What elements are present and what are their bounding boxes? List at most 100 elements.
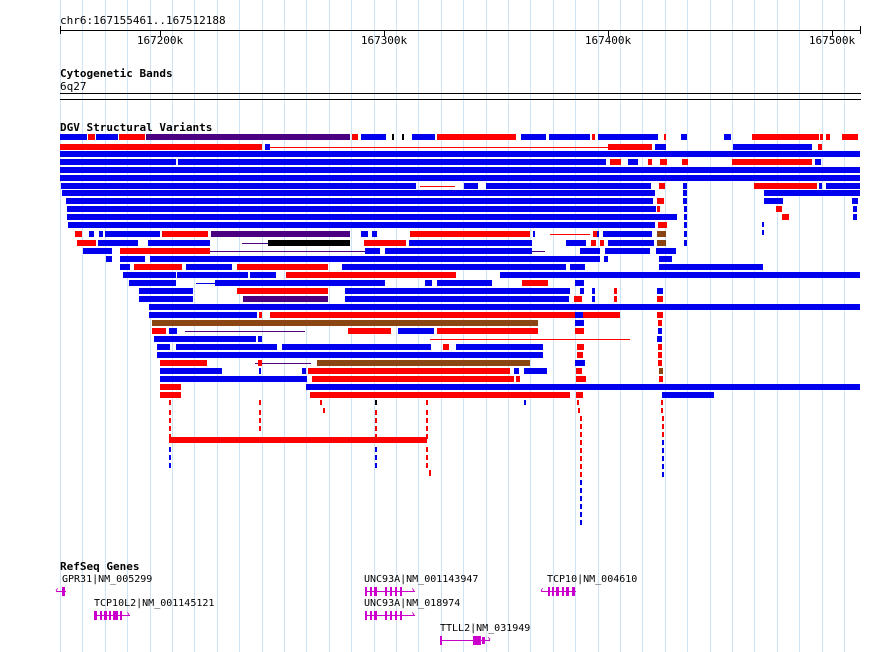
dgv-variant[interactable] (237, 288, 328, 294)
dgv-variant[interactable] (549, 134, 590, 140)
dgv-variant[interactable] (597, 231, 599, 237)
dgv-variant[interactable] (60, 167, 860, 173)
dgv-variant[interactable] (437, 328, 538, 334)
dgv-variant[interactable] (818, 144, 822, 150)
dgv-variant[interactable] (662, 464, 664, 469)
dgv-variant[interactable] (464, 183, 478, 189)
dgv-variant[interactable] (580, 488, 582, 493)
dgv-variant[interactable] (603, 231, 652, 237)
dgv-variant[interactable] (375, 463, 377, 468)
dgv-variant[interactable] (580, 248, 600, 254)
dgv-variant[interactable] (160, 392, 181, 398)
dgv-variant[interactable] (149, 304, 860, 310)
dgv-variant[interactable] (375, 426, 377, 431)
dgv-variant[interactable] (426, 455, 428, 460)
dgv-variant[interactable] (149, 312, 257, 318)
dgv-variant[interactable] (426, 400, 428, 405)
dgv-variant[interactable] (577, 352, 583, 358)
dgv-variant[interactable] (524, 368, 547, 374)
dgv-variant[interactable] (160, 376, 307, 382)
dgv-variant[interactable] (348, 328, 391, 334)
dgv-variant[interactable] (352, 134, 358, 140)
dgv-variant[interactable] (134, 264, 182, 270)
dgv-variant[interactable] (662, 424, 664, 429)
dgv-variant[interactable] (120, 248, 210, 254)
dgv-variant[interactable] (580, 424, 582, 429)
dgv-variant[interactable] (628, 159, 638, 165)
dgv-variant[interactable] (169, 328, 177, 334)
dgv-variant[interactable] (60, 144, 262, 150)
dgv-variant[interactable] (67, 206, 656, 212)
dgv-variant[interactable] (250, 272, 276, 278)
dgv-variant[interactable] (425, 280, 432, 286)
dgv-variant[interactable] (123, 272, 176, 278)
dgv-variant[interactable] (375, 447, 377, 452)
dgv-variant[interactable] (361, 231, 368, 237)
dgv-variant[interactable] (662, 472, 664, 477)
dgv-variant[interactable] (662, 416, 664, 421)
dgv-variant[interactable] (259, 312, 262, 318)
dgv-variant[interactable] (658, 344, 662, 350)
dgv-variant[interactable] (764, 198, 783, 204)
dgv-variant[interactable] (853, 206, 857, 212)
dgv-variant[interactable] (177, 272, 248, 278)
dgv-variant[interactable] (83, 248, 112, 254)
dgv-variant[interactable] (657, 288, 663, 294)
gene-label-unc93a-2[interactable]: UNC93A|NM_018974 (364, 598, 461, 609)
dgv-variant[interactable] (75, 231, 82, 237)
dgv-variant[interactable] (683, 183, 687, 189)
dgv-variant[interactable] (657, 312, 663, 318)
dgv-variant[interactable] (77, 240, 96, 246)
dgv-variant[interactable] (574, 296, 582, 302)
dgv-variant[interactable] (139, 288, 193, 294)
dgv-variant[interactable] (752, 134, 819, 140)
dgv-variant[interactable] (308, 368, 510, 374)
dgv-variant[interactable] (580, 288, 584, 294)
dgv-variant[interactable] (533, 231, 535, 237)
dgv-variant[interactable] (146, 134, 350, 140)
gene-label-tcp10[interactable]: TCP10|NM_004610 (547, 574, 638, 585)
dgv-variant[interactable] (660, 159, 667, 165)
dgv-variant[interactable] (592, 296, 595, 302)
dgv-variant[interactable] (521, 134, 546, 140)
dgv-variant[interactable] (684, 206, 687, 212)
dgv-variant[interactable] (580, 448, 582, 453)
dgv-variant[interactable] (648, 159, 652, 165)
dgv-variant[interactable] (575, 312, 583, 318)
dgv-variant[interactable] (157, 344, 170, 350)
dgv-variant[interactable] (656, 248, 676, 254)
dgv-variant[interactable] (516, 376, 520, 382)
dgv-variant[interactable] (658, 222, 667, 228)
dgv-variant[interactable] (375, 418, 377, 423)
dgv-variant[interactable] (657, 296, 663, 302)
dgv-variant[interactable] (169, 410, 171, 415)
dgv-variant[interactable] (426, 434, 428, 439)
dgv-variant[interactable] (684, 231, 687, 237)
dgv-variant[interactable] (154, 336, 256, 342)
dgv-variant[interactable] (160, 368, 222, 374)
dgv-variant[interactable] (169, 447, 171, 452)
dgv-variant[interactable] (178, 159, 606, 165)
dgv-variant[interactable] (426, 463, 428, 468)
dgv-variant[interactable] (98, 240, 138, 246)
dgv-variant[interactable] (169, 455, 171, 460)
dgv-variant[interactable] (500, 272, 860, 278)
dgv-variant[interactable] (657, 240, 666, 246)
dgv-variant[interactable] (402, 134, 404, 140)
gene-label-tcp10l2[interactable]: TCP10L2|NM_001145121 (94, 598, 215, 609)
dgv-variant[interactable] (259, 368, 261, 374)
dgv-variant[interactable] (375, 400, 377, 405)
dgv-variant[interactable] (312, 376, 514, 382)
dgv-variant[interactable] (776, 206, 782, 212)
dgv-variant[interactable] (162, 231, 208, 237)
dgv-variant[interactable] (661, 400, 663, 405)
dgv-variant[interactable] (659, 183, 665, 189)
dgv-variant[interactable] (592, 134, 595, 140)
dgv-variant[interactable] (426, 410, 428, 415)
dgv-variant[interactable] (211, 231, 350, 237)
dgv-variant[interactable] (580, 440, 582, 445)
dgv-variant[interactable] (176, 344, 277, 350)
dgv-variant[interactable] (66, 198, 653, 204)
dgv-variant[interactable] (169, 463, 171, 468)
dgv-variant[interactable] (575, 320, 584, 326)
